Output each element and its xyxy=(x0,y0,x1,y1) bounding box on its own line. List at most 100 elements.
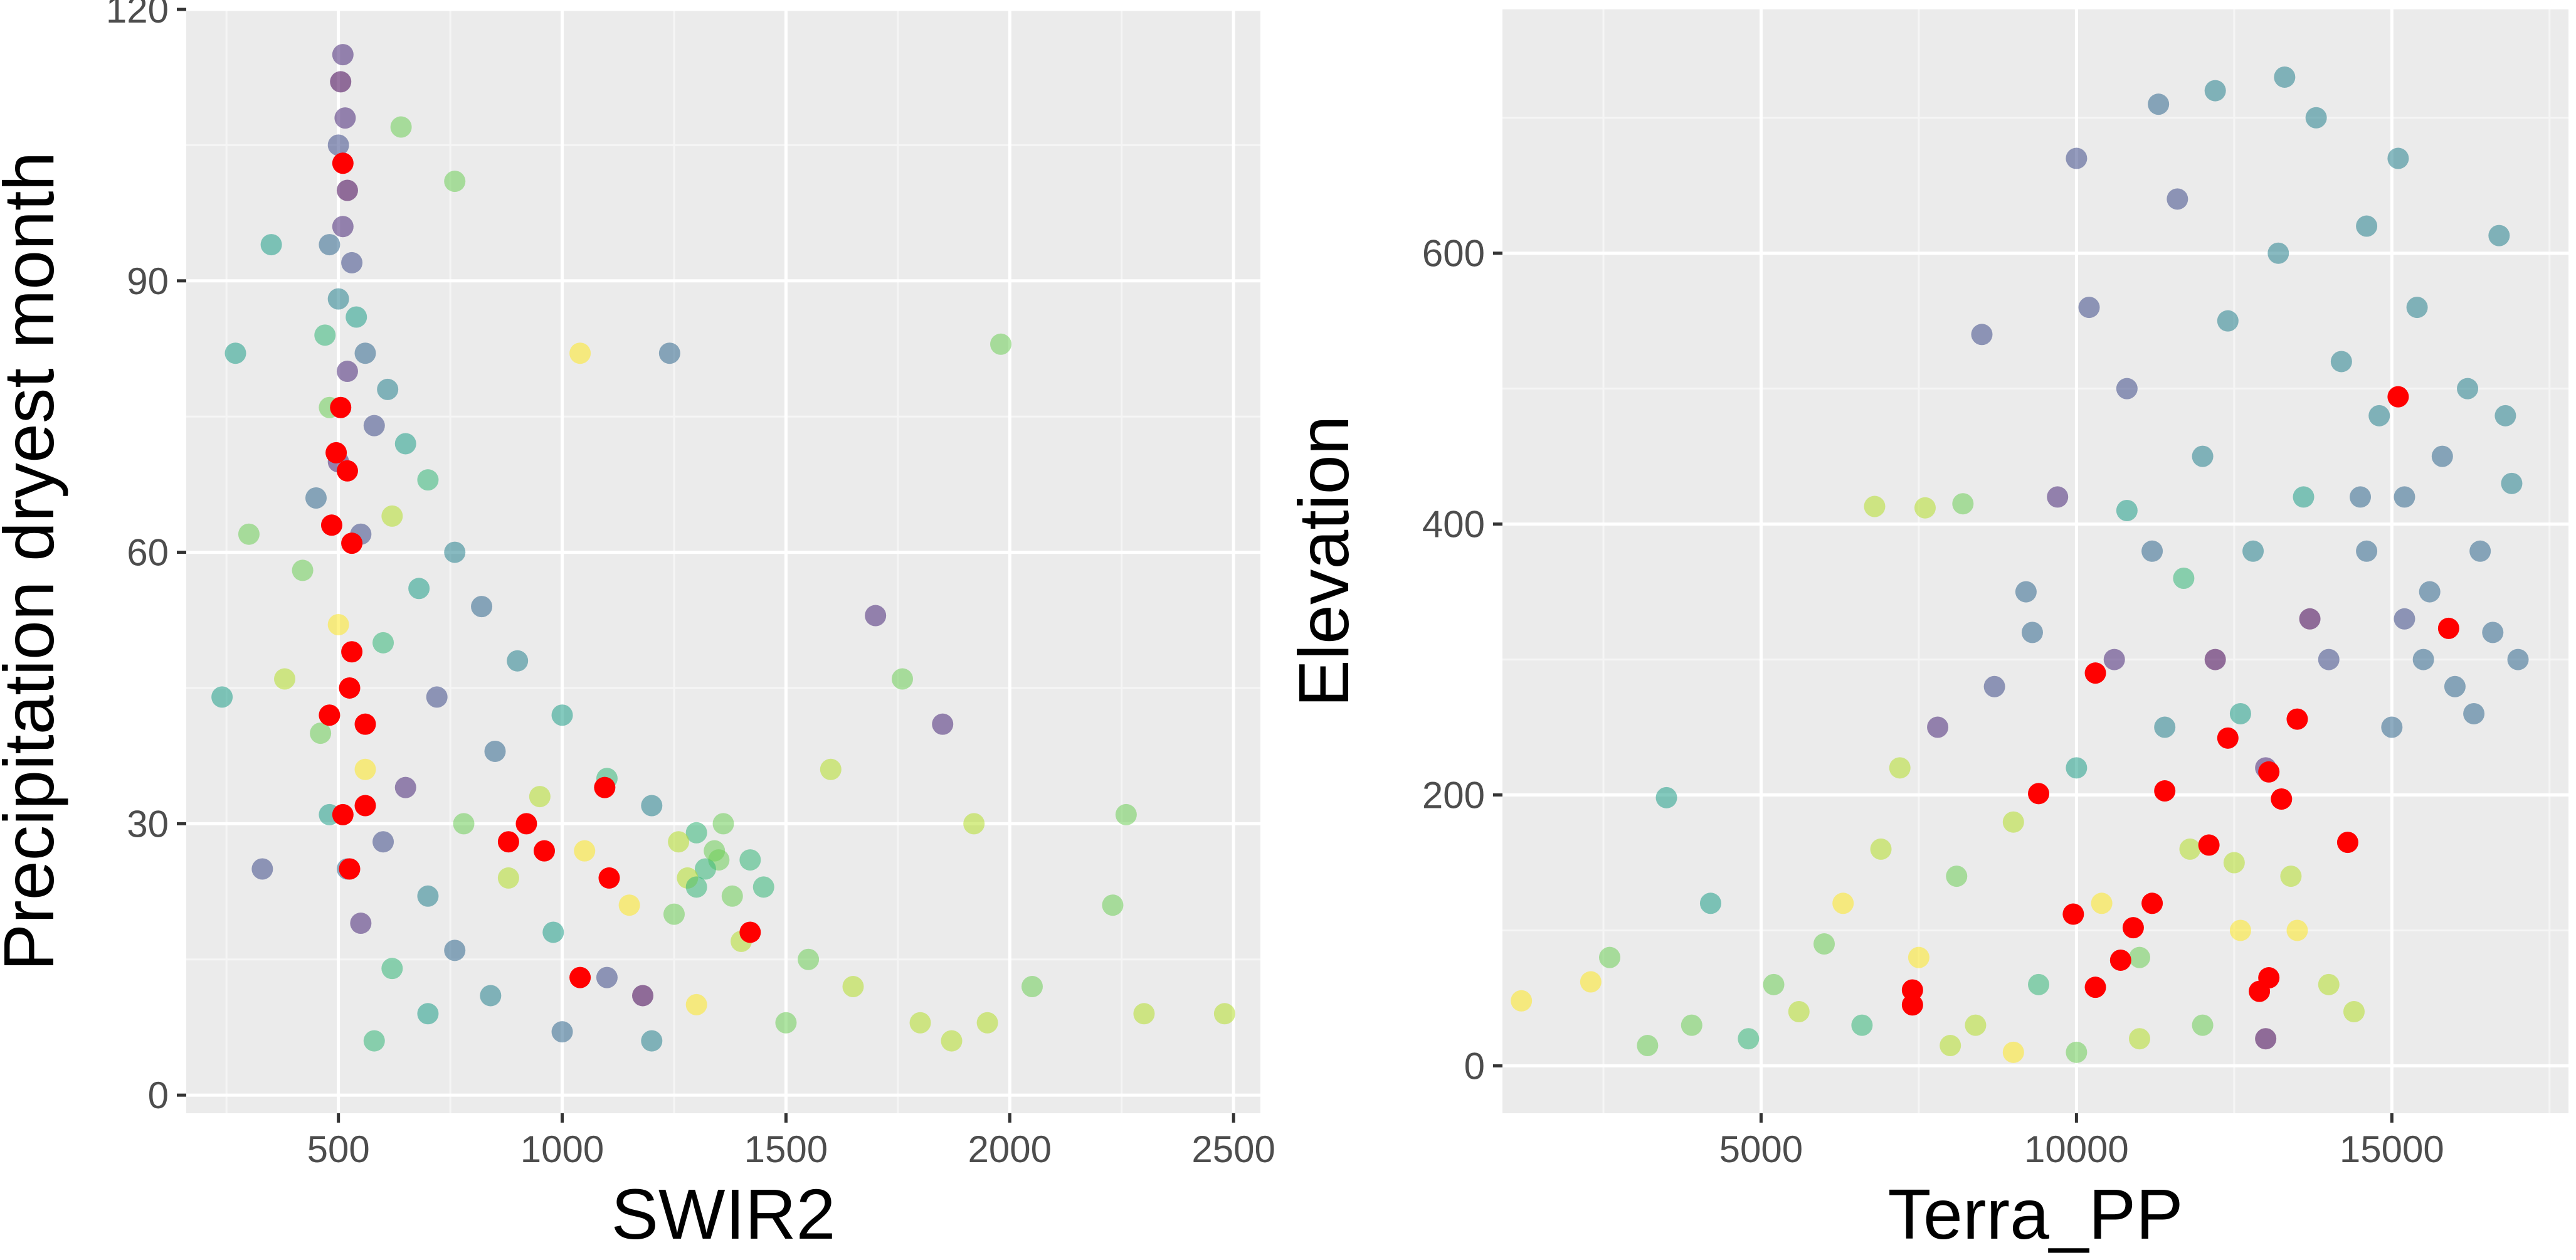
highlight-point xyxy=(2141,892,2163,914)
right-x-axis-ticks: 5000 10000 15000 xyxy=(1719,1113,2444,1170)
x-tick-label: 1000 xyxy=(520,1128,604,1170)
data-point xyxy=(668,831,690,853)
left-highlight-points xyxy=(319,152,761,988)
x-tick-label: 1500 xyxy=(744,1128,828,1170)
right-y-axis-ticks: 0 200 400 600 xyxy=(1422,233,1502,1087)
highlight-point xyxy=(319,704,340,726)
data-point xyxy=(2280,866,2302,887)
data-point xyxy=(1021,976,1043,998)
right-y-axis-title: Elevation xyxy=(1284,416,1363,707)
data-point xyxy=(251,858,273,880)
data-point xyxy=(2274,66,2296,88)
data-point xyxy=(1599,946,1621,968)
right-x-axis-title: Terra_PP xyxy=(1887,1175,2183,1254)
data-point xyxy=(596,966,618,988)
data-point xyxy=(2066,147,2088,169)
data-point xyxy=(2267,242,2289,264)
highlight-point xyxy=(2084,977,2106,998)
data-point xyxy=(641,1030,663,1052)
data-point xyxy=(865,605,887,627)
data-point xyxy=(2444,675,2466,697)
left-points xyxy=(211,44,1235,1052)
data-point xyxy=(1637,1035,1659,1057)
data-point xyxy=(426,686,448,708)
right-points xyxy=(1511,66,2529,1063)
highlight-point xyxy=(1901,994,1923,1016)
data-point xyxy=(1946,866,1968,887)
data-point xyxy=(336,361,358,383)
left-grid-major xyxy=(186,8,1260,1113)
data-point xyxy=(798,948,820,970)
data-point xyxy=(1952,493,1974,515)
data-point xyxy=(417,1003,439,1025)
data-point xyxy=(820,758,842,780)
data-point xyxy=(551,704,573,726)
data-point xyxy=(314,324,336,346)
data-point xyxy=(685,876,707,898)
data-point xyxy=(529,786,551,808)
x-tick-label: 2500 xyxy=(1191,1128,1275,1170)
data-point xyxy=(1699,892,1721,914)
data-point xyxy=(641,795,663,817)
highlight-point xyxy=(2271,788,2293,810)
data-point xyxy=(444,171,466,193)
highlight-point xyxy=(2084,662,2106,684)
data-point xyxy=(2457,378,2479,400)
data-point xyxy=(1971,324,1993,346)
data-point xyxy=(2482,622,2504,643)
data-point xyxy=(1681,1014,1702,1036)
data-point xyxy=(574,840,596,862)
data-point xyxy=(2066,757,2088,779)
data-point xyxy=(363,415,385,437)
data-point xyxy=(2469,540,2491,562)
right-panel-background xyxy=(1502,9,2568,1113)
data-point xyxy=(2299,608,2321,630)
data-point xyxy=(2223,852,2245,874)
data-point xyxy=(663,903,685,925)
data-point xyxy=(381,958,403,980)
data-point xyxy=(363,1030,385,1052)
y-tick-label: 0 xyxy=(1464,1045,1485,1087)
x-tick-label: 5000 xyxy=(1719,1128,1803,1170)
x-tick-label: 2000 xyxy=(968,1128,1052,1170)
left-y-axis-title: Precipitation dryest month xyxy=(0,152,68,971)
highlight-point xyxy=(2198,834,2220,856)
data-point xyxy=(976,1012,998,1034)
left-panel-background xyxy=(186,9,1260,1113)
data-point xyxy=(1115,803,1137,825)
data-point xyxy=(2507,649,2529,670)
left-x-axis-title: SWIR2 xyxy=(611,1175,836,1254)
data-point xyxy=(354,342,376,364)
data-point xyxy=(752,876,774,898)
data-point xyxy=(909,1012,931,1034)
data-point xyxy=(2242,540,2264,562)
highlight-point xyxy=(354,713,376,735)
data-point xyxy=(274,668,296,690)
data-point xyxy=(2406,297,2428,319)
highlight-point xyxy=(598,867,620,889)
data-point xyxy=(238,523,260,545)
data-point xyxy=(1983,675,2005,697)
data-point xyxy=(2255,1028,2277,1050)
data-point xyxy=(346,306,367,328)
highlight-point xyxy=(339,858,361,880)
left-chart: 500 1000 1500 2000 2500 0 30 60 90 120 SWIR2 Pre… xyxy=(0,0,1275,1254)
data-point xyxy=(2387,147,2409,169)
y-tick-label: 60 xyxy=(127,532,169,574)
data-point xyxy=(1580,971,1602,993)
highlight-point xyxy=(739,921,761,943)
highlight-point xyxy=(2154,780,2176,802)
data-point xyxy=(1940,1035,1961,1057)
data-point xyxy=(2394,486,2415,508)
data-point xyxy=(2488,225,2510,246)
data-point xyxy=(712,813,734,835)
data-point xyxy=(408,578,430,600)
data-point xyxy=(1102,894,1124,916)
data-point xyxy=(260,234,282,256)
data-point xyxy=(417,469,439,491)
data-point xyxy=(1763,973,1785,995)
highlight-point xyxy=(354,795,376,817)
highlight-point xyxy=(320,514,342,536)
data-point xyxy=(1788,1001,1810,1023)
